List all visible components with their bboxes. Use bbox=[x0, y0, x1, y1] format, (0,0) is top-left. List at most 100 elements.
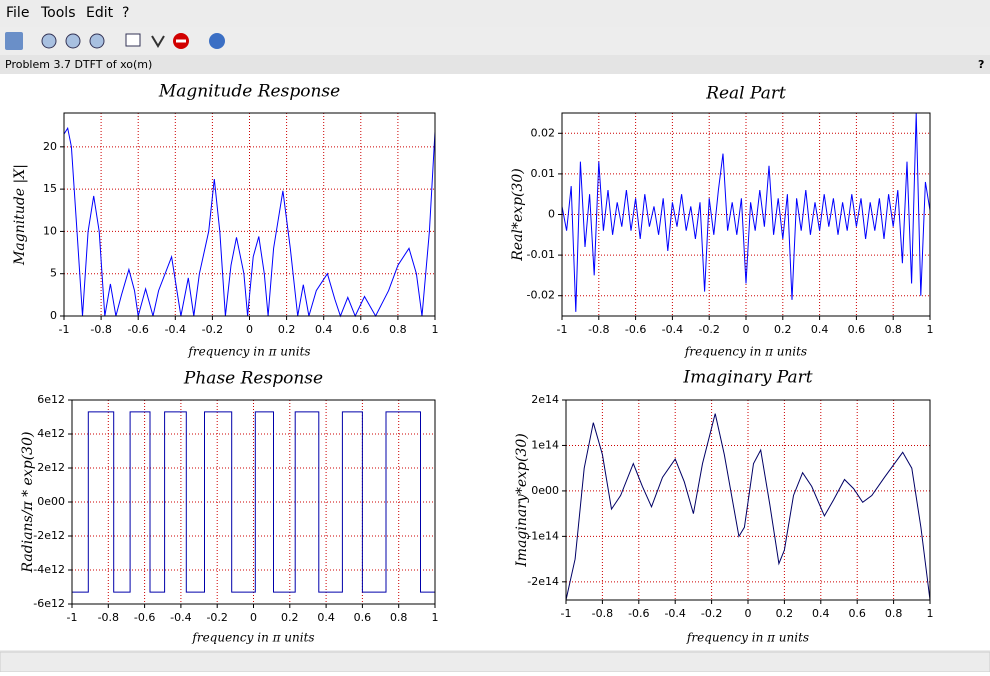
x-tick-label: -1 bbox=[67, 611, 78, 624]
x-tick-label: 0.8 bbox=[884, 323, 902, 336]
x-tick-label: 0 bbox=[246, 323, 253, 336]
x-tick-label: 0.6 bbox=[848, 323, 866, 336]
y-axis-label: Imaginary*exp(30) bbox=[514, 433, 530, 567]
y-axis-label: Radians/π * exp(30) bbox=[20, 432, 36, 574]
y-tick-label: -6e12 bbox=[33, 597, 65, 610]
y-tick-label: 10 bbox=[43, 224, 57, 237]
x-tick-label: -0.6 bbox=[127, 323, 148, 336]
y-tick-label: 15 bbox=[43, 182, 57, 195]
y-tick-label: 1e14 bbox=[531, 438, 559, 451]
x-tick-label: 0.6 bbox=[848, 607, 866, 620]
x-tick-label: 0.6 bbox=[352, 323, 370, 336]
menu-tools[interactable]: Tools bbox=[40, 5, 76, 21]
x-tick-label: -0.8 bbox=[98, 611, 119, 624]
y-tick-label: -2e14 bbox=[527, 575, 559, 588]
chart-title: Magnitude Response bbox=[158, 82, 340, 102]
x-tick-label: -1 bbox=[561, 607, 572, 620]
x-tick-label: 0.8 bbox=[885, 607, 903, 620]
chart-title: Phase Response bbox=[183, 369, 323, 389]
y-axis-label: Magnitude |X| bbox=[12, 164, 28, 266]
infobar bbox=[0, 55, 990, 74]
tool-datatip[interactable] bbox=[151, 35, 165, 48]
y-tick-label: 0e00 bbox=[531, 484, 559, 497]
tool-rotate[interactable] bbox=[5, 32, 23, 50]
x-tick-label: -0.2 bbox=[698, 323, 719, 336]
y-tick-label: 5 bbox=[50, 267, 57, 280]
y-tick-label: 0.02 bbox=[531, 126, 556, 139]
x-tick-label: -0.4 bbox=[662, 323, 683, 336]
x-axis-label: frequency in π units bbox=[191, 631, 314, 645]
y-tick-label: -1e14 bbox=[527, 529, 559, 542]
x-tick-label: 0.4 bbox=[812, 607, 830, 620]
x-tick-label: -1 bbox=[557, 323, 568, 336]
data-line bbox=[565, 413, 931, 601]
stop-bar bbox=[176, 39, 186, 43]
tool-window[interactable] bbox=[125, 33, 141, 47]
plot-frame bbox=[71, 399, 436, 605]
y-tick-label: 20 bbox=[43, 140, 57, 153]
figure bbox=[0, 74, 990, 650]
x-tick-label: 0 bbox=[250, 611, 257, 624]
y-tick-label: 0 bbox=[50, 309, 57, 322]
x-tick-label: 0.2 bbox=[281, 611, 299, 624]
x-tick-label: -0.8 bbox=[592, 607, 613, 620]
x-tick-label: -1 bbox=[59, 323, 70, 336]
tool-help[interactable] bbox=[209, 33, 225, 49]
data-line bbox=[72, 411, 435, 593]
menu-edit[interactable]: Edit bbox=[86, 5, 114, 21]
x-axis-label: frequency in π units bbox=[187, 345, 310, 359]
x-axis-label: frequency in π units bbox=[686, 631, 809, 645]
x-tick-label: 0.4 bbox=[811, 323, 829, 336]
x-tick-label: 1 bbox=[927, 323, 934, 336]
y-tick-label: -0.02 bbox=[527, 289, 555, 302]
x-tick-label: 0.8 bbox=[390, 611, 408, 624]
plot-frame bbox=[565, 399, 931, 601]
chart-title: Real Part bbox=[705, 84, 786, 104]
y-tick-label: 4e12 bbox=[37, 427, 65, 440]
y-tick-label: 6e12 bbox=[37, 393, 65, 406]
tool-zoom-in[interactable] bbox=[65, 33, 81, 49]
x-axis-label: frequency in π units bbox=[684, 345, 807, 359]
x-tick-label: -0.4 bbox=[165, 323, 186, 336]
x-tick-label: 0.2 bbox=[278, 323, 296, 336]
plot-frame bbox=[561, 112, 931, 317]
toolbar bbox=[5, 32, 225, 50]
x-tick-label: -0.8 bbox=[90, 323, 111, 336]
y-tick-label: 2e12 bbox=[37, 461, 65, 474]
x-tick-label: -0.6 bbox=[628, 607, 649, 620]
data-line bbox=[63, 126, 436, 318]
y-tick-label: 2e14 bbox=[531, 393, 559, 406]
help-mark[interactable]: ? bbox=[978, 58, 984, 71]
x-tick-label: 0.6 bbox=[354, 611, 372, 624]
chart-title: Imaginary Part bbox=[682, 368, 812, 388]
y-tick-label: -2e12 bbox=[33, 529, 65, 542]
menu-file[interactable]: File bbox=[6, 5, 29, 21]
x-tick-label: -0.2 bbox=[206, 611, 227, 624]
x-tick-label: -0.6 bbox=[134, 611, 155, 624]
tool-zoom-out[interactable] bbox=[89, 33, 105, 49]
tool-zoom[interactable] bbox=[41, 33, 57, 49]
x-tick-label: -0.8 bbox=[588, 323, 609, 336]
menu-help[interactable]: ? bbox=[122, 5, 129, 21]
statusbar bbox=[0, 651, 990, 673]
x-tick-label: 0 bbox=[745, 607, 752, 620]
x-tick-label: 0.2 bbox=[774, 323, 792, 336]
x-tick-label: -0.2 bbox=[202, 323, 223, 336]
x-tick-label: 0.8 bbox=[389, 323, 407, 336]
menubar bbox=[0, 0, 990, 27]
x-tick-label: 1 bbox=[432, 323, 439, 336]
y-tick-label: -0.01 bbox=[527, 248, 555, 261]
x-tick-label: -0.6 bbox=[625, 323, 646, 336]
x-tick-label: 1 bbox=[432, 611, 439, 624]
window-title: Problem 3.7 DTFT of xo(m) bbox=[5, 58, 152, 71]
x-tick-label: 0.4 bbox=[317, 611, 335, 624]
y-axis-label: Real*exp(30) bbox=[510, 168, 526, 262]
x-tick-label: -0.4 bbox=[664, 607, 685, 620]
y-tick-label: -4e12 bbox=[33, 563, 65, 576]
x-tick-label: 0.4 bbox=[315, 323, 333, 336]
plot-frame bbox=[63, 112, 436, 317]
x-tick-label: 0.2 bbox=[776, 607, 794, 620]
x-tick-label: -0.2 bbox=[701, 607, 722, 620]
